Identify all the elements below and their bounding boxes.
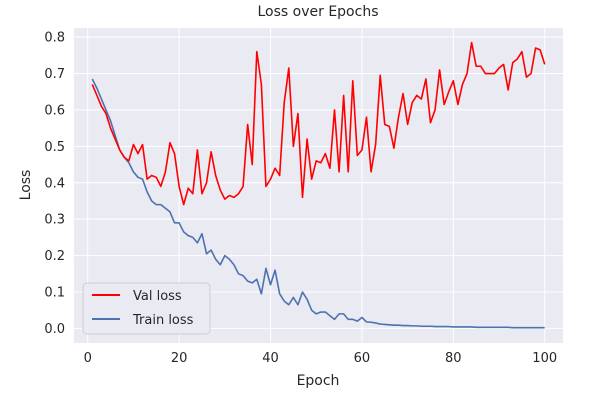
y-tick-label: 0.7 bbox=[44, 67, 65, 82]
x-tick-label: 100 bbox=[532, 351, 557, 366]
y-axis-label: Loss bbox=[18, 170, 34, 201]
y-tick-label: 0.8 bbox=[44, 31, 65, 46]
y-tick-label: 0.1 bbox=[44, 286, 65, 301]
x-tick-label: 80 bbox=[445, 351, 462, 366]
series-line-val-loss bbox=[91, 41, 546, 206]
y-tick-label: 0.3 bbox=[44, 213, 65, 228]
x-tick-label: 20 bbox=[171, 351, 188, 366]
series-lines bbox=[91, 41, 546, 329]
x-axis-label: Epoch bbox=[297, 373, 340, 389]
x-tick-label: 60 bbox=[354, 351, 371, 366]
x-tick-label: 0 bbox=[84, 351, 92, 366]
x-tick-label: 40 bbox=[262, 351, 279, 366]
y-tick-label: 0.4 bbox=[44, 176, 65, 191]
y-tick-label: 0.6 bbox=[44, 103, 65, 118]
legend-label-train-loss: Train loss bbox=[132, 313, 194, 328]
y-tick-label: 0.0 bbox=[44, 322, 65, 337]
y-tick-label: 0.5 bbox=[44, 140, 65, 155]
y-tick-label: 0.2 bbox=[44, 249, 65, 264]
chart-title: Loss over Epochs bbox=[258, 4, 379, 20]
tick-labels: 0 20 40 60 80 100 0.0 0.1 0.2 0.3 0.4 0.5 0.6 0.7 0.8 bbox=[44, 31, 557, 366]
series-line-train-loss bbox=[91, 78, 545, 329]
legend-label-val-loss: Val loss bbox=[133, 289, 182, 304]
legend: Val loss Train loss bbox=[82, 282, 211, 335]
